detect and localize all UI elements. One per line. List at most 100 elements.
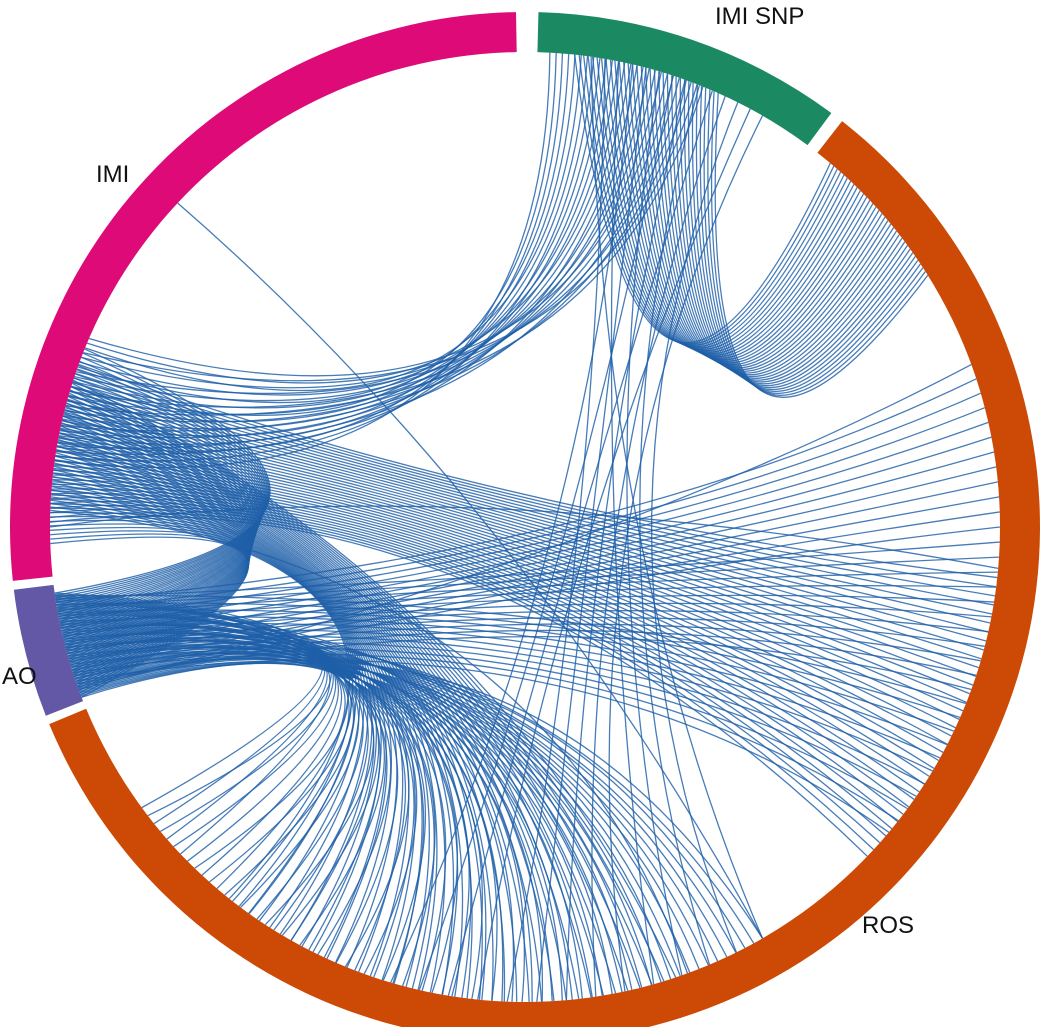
ribbon-link <box>55 452 430 988</box>
ribbon-link <box>75 659 890 833</box>
ribbon-link <box>66 466 997 654</box>
ribbon-link <box>71 496 1000 671</box>
ribbon-link <box>78 363 998 579</box>
ribbon-link <box>58 407 986 620</box>
ribbon-link <box>51 483 915 800</box>
arc-ao[interactable] <box>13 584 84 716</box>
ribbon-link <box>59 616 948 746</box>
ribbon-link <box>79 60 614 396</box>
ribbon-link <box>68 392 629 991</box>
ribbon-link <box>63 412 555 1002</box>
ribbon-link <box>57 438 464 997</box>
ribbon-link <box>68 616 985 660</box>
ribbon-link <box>714 93 929 398</box>
labels-group: IMI SNP ROS AO IMI <box>2 3 914 939</box>
ribbon-link <box>65 635 925 785</box>
ribbon-link <box>68 395 617 994</box>
ribbon-link <box>52 472 392 963</box>
ribbon-link <box>81 70 656 389</box>
ribbon-link <box>86 62 626 384</box>
ribbon-link <box>51 492 904 815</box>
ribbon-link <box>67 641 917 797</box>
ribbon-link <box>650 102 739 953</box>
arc-imi-snp[interactable] <box>537 12 832 146</box>
arcs-group <box>9 12 1040 1027</box>
ribbon-link <box>57 609 470 997</box>
ribbon-link <box>51 486 373 941</box>
ribbon-link <box>72 381 993 615</box>
ribbon-link <box>55 541 1000 600</box>
ribbon-link <box>75 372 996 597</box>
ribbon-link <box>50 500 893 830</box>
ribbon-link <box>60 585 997 626</box>
ribbon-link <box>74 511 1000 680</box>
ribbon-link <box>61 594 995 635</box>
ribbon-link <box>64 451 995 646</box>
ribbon-link <box>65 86 704 416</box>
ribbon-link <box>62 436 992 637</box>
ribbon-link <box>64 602 992 643</box>
ribbon-link <box>590 56 764 939</box>
ribbon-link <box>69 481 998 663</box>
ribbon-link <box>60 427 967 703</box>
ribbon-link <box>56 448 438 990</box>
ribbon-link <box>74 66 644 402</box>
ribbon-link <box>591 96 726 997</box>
ribbon-link <box>70 386 653 985</box>
ribbon-link <box>76 636 972 691</box>
ribbon-link <box>536 67 647 1002</box>
ribbon-link <box>56 602 961 719</box>
label-imi-snp: IMI SNP <box>715 3 804 30</box>
ribbon-link <box>54 458 416 981</box>
ribbon-link <box>61 422 518 1002</box>
ribbon-link <box>59 618 385 946</box>
ribbon-link <box>55 378 977 603</box>
ribbon-link <box>66 402 592 998</box>
ribbon-link <box>70 386 991 624</box>
ribbon-link <box>68 647 623 993</box>
ribbon-link <box>565 80 687 1001</box>
ribbon-link <box>52 479 382 953</box>
ribbon-link <box>62 418 974 686</box>
arc-imi[interactable] <box>9 12 517 581</box>
ribbon-link <box>59 68 650 439</box>
ribbon-link <box>84 55 582 392</box>
ribbon-link <box>60 425 506 1002</box>
ribbon-link <box>71 382 665 982</box>
ribbon-link <box>639 84 711 965</box>
ribbon-link <box>64 409 979 669</box>
ribbon-link <box>55 594 967 705</box>
ribbon-link <box>57 442 455 995</box>
ribbon-link <box>60 421 989 629</box>
ribbon-link <box>61 628 392 955</box>
ribbon-link <box>77 53 570 404</box>
ribbon-link <box>71 623 981 668</box>
ribbon-link <box>73 377 994 606</box>
ribbons-group <box>49 52 1001 1003</box>
ribbon-link <box>66 56 589 423</box>
ribbon-link <box>70 647 908 810</box>
label-imi: IMI <box>96 161 129 188</box>
ribbon-link <box>58 571 998 617</box>
ribbon-link <box>72 57 601 409</box>
ribbon-link <box>58 435 473 999</box>
ribbon-link <box>50 496 361 922</box>
ribbon-link <box>68 395 987 642</box>
ribbon-link <box>73 629 977 677</box>
ribbon-link <box>75 79 686 395</box>
ribbon-link <box>177 202 764 939</box>
ribbon-link <box>63 629 933 772</box>
ribbon-link <box>50 499 357 915</box>
ribbon-link <box>51 482 377 947</box>
ribbon-link <box>56 446 952 737</box>
ribbon-link <box>56 556 1000 609</box>
ribbon-link <box>59 432 483 1000</box>
ribbon-link <box>60 81 692 432</box>
ribbon-link <box>76 368 997 588</box>
ribbon-link <box>53 465 404 973</box>
label-ao: AO <box>2 663 37 690</box>
ribbon-link <box>62 418 530 1003</box>
ribbon-link <box>57 392 982 612</box>
ribbon-link <box>61 622 941 759</box>
